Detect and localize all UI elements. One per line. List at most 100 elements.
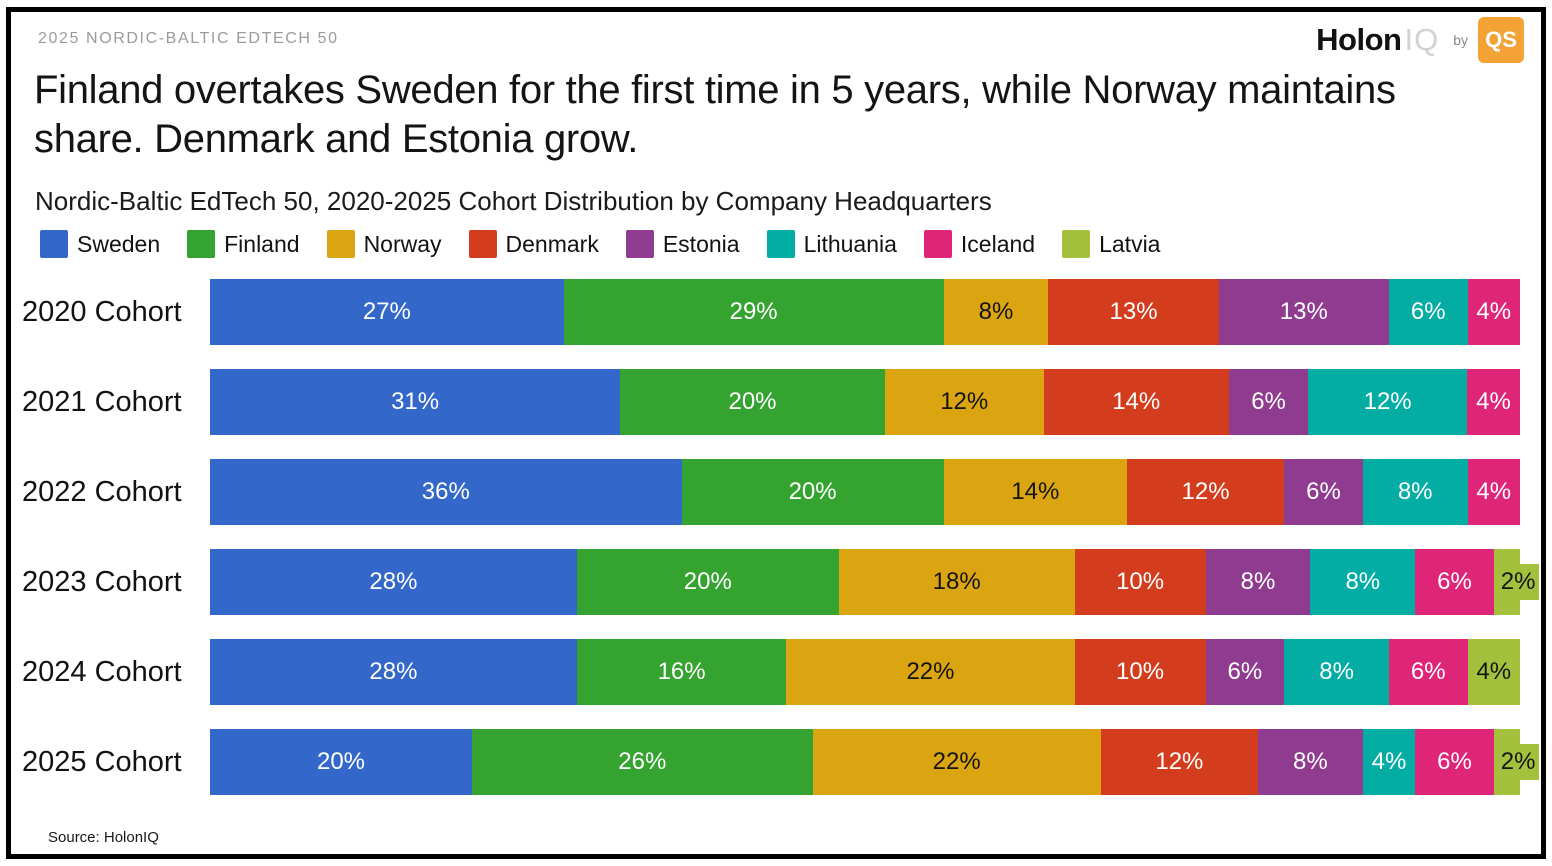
segment-denmark: 13% [1048,279,1219,345]
segment-lithuania: 6% [1388,279,1468,345]
segment-value: 8% [1293,748,1328,775]
segment-norway: 12% [884,369,1044,435]
segment-value: 22% [906,658,955,685]
segment-value: 10% [1116,568,1165,595]
segment-value: 28% [369,658,418,685]
segment-sweden: 31% [210,369,621,435]
segment-lithuania: 4% [1362,729,1416,795]
segment-latvia: 2% [1493,729,1540,795]
segment-value: 12% [1363,388,1412,415]
legend-item-lithuania: Lithuania [766,230,897,258]
segment-estonia: 8% [1205,549,1311,615]
page-title: Finland overtakes Sweden for the first t… [34,68,1396,161]
source-attribution: Source: HolonIQ [48,829,159,846]
segment-denmark: 10% [1074,639,1206,705]
segment-estonia: 8% [1257,729,1363,795]
holon-logo-text: Holon [1316,22,1402,57]
segment-denmark: 12% [1126,459,1285,525]
segment-lithuania: 12% [1308,369,1468,435]
segment-value: 4% [1476,478,1512,505]
legend-swatch-latvia [1062,230,1091,258]
segment-finland: 26% [472,729,813,795]
segment-sweden: 20% [210,729,472,795]
segment-value: 26% [618,748,667,775]
segment-value: 20% [728,388,777,415]
segment-value: 14% [1011,478,1060,505]
segment-value: 4% [1476,658,1512,685]
legend-label: Denmark [505,230,599,257]
segment-sweden: 28% [210,639,577,705]
row-label-2023: 2023 Cohort [22,565,182,598]
legend-item-iceland: Iceland [923,230,1036,258]
bar-2023: 28% 20% 18% 10% 8% 8% 6% 2% [210,549,1540,615]
segment-value: 6% [1306,478,1341,505]
segment-value: 14% [1112,388,1161,415]
segment-value: 20% [683,568,732,595]
segment-estonia: 6% [1228,369,1309,435]
segment-norway: 22% [812,729,1101,795]
segment-finland: 16% [576,639,787,705]
segment-value: 27% [362,298,411,325]
legend-item-norway: Norway [326,230,442,258]
segment-value: 13% [1109,298,1158,325]
segment-norway: 8% [943,279,1049,345]
bar-2025: 20% 26% 22% 12% 8% 4% 6% 2% [210,729,1540,795]
legend-item-finland: Finland [187,230,300,258]
row-label-2024: 2024 Cohort [22,655,182,688]
segment-denmark: 10% [1074,549,1206,615]
segment-latvia: 2% [1493,549,1540,615]
segment-value: 18% [932,568,981,595]
segment-value: 6% [1410,298,1446,325]
segment-iceland: 6% [1388,639,1468,705]
page-subtitle: Nordic-Baltic EdTech 50, 2020-2025 Cohor… [35,186,992,216]
segment-finland: 20% [620,369,885,435]
segment-value: 20% [788,478,837,505]
brand-logo: Holon IQ by QS [1316,17,1524,63]
segment-iceland: 6% [1415,729,1494,795]
segment-sweden: 28% [210,549,577,615]
legend-swatch-iceland [923,230,952,258]
segment-value: 6% [1410,658,1446,685]
segment-value: 6% [1251,388,1286,415]
legend-item-estonia: Estonia [625,230,740,258]
segment-value: 2% [1496,564,1540,600]
legend-label: Norway [363,230,442,257]
segment-lithuania: 8% [1362,459,1468,525]
bar-2020: 27% 29% 8% 13% 13% 6% 4% [210,279,1520,345]
by-label: by [1453,32,1468,48]
segment-finland: 29% [563,279,944,345]
legend-swatch-finland [187,230,216,258]
segment-iceland: 4% [1467,279,1520,345]
segment-value: 13% [1279,298,1328,325]
segment-value: 8% [1345,568,1381,595]
legend: Sweden Finland Norway Denmark Estonia Lithuan… [40,230,1160,258]
legend-swatch-lithuania [766,230,795,258]
segment-denmark: 14% [1043,369,1229,435]
legend-item-denmark: Denmark [468,230,599,258]
bar-2022: 36% 20% 14% 12% 6% 8% 4% [210,459,1520,525]
segment-value: 29% [729,298,778,325]
legend-label: Finland [224,230,300,257]
segment-value: 6% [1227,658,1263,685]
segment-finland: 20% [681,459,944,525]
segment-latvia: 4% [1467,639,1520,705]
segment-iceland: 4% [1467,459,1520,525]
legend-swatch-norway [326,230,355,258]
segment-value: 16% [657,658,706,685]
legend-item-latvia: Latvia [1062,230,1160,258]
segment-lithuania: 8% [1284,639,1389,705]
segment-value: 12% [940,388,989,415]
segment-value: 36% [421,478,470,505]
legend-label: Iceland [960,230,1036,257]
segment-iceland: 4% [1467,369,1520,435]
legend-label: Lithuania [803,230,897,257]
segment-value: 12% [1155,748,1204,775]
segment-value: 31% [391,388,440,415]
segment-sweden: 36% [210,459,682,525]
row-label-2020: 2020 Cohort [22,295,182,328]
segment-estonia: 6% [1205,639,1285,705]
segment-norway: 14% [943,459,1127,525]
iq-logo-text: IQ [1404,22,1440,57]
segment-sweden: 27% [210,279,564,345]
segment-value: 28% [369,568,418,595]
